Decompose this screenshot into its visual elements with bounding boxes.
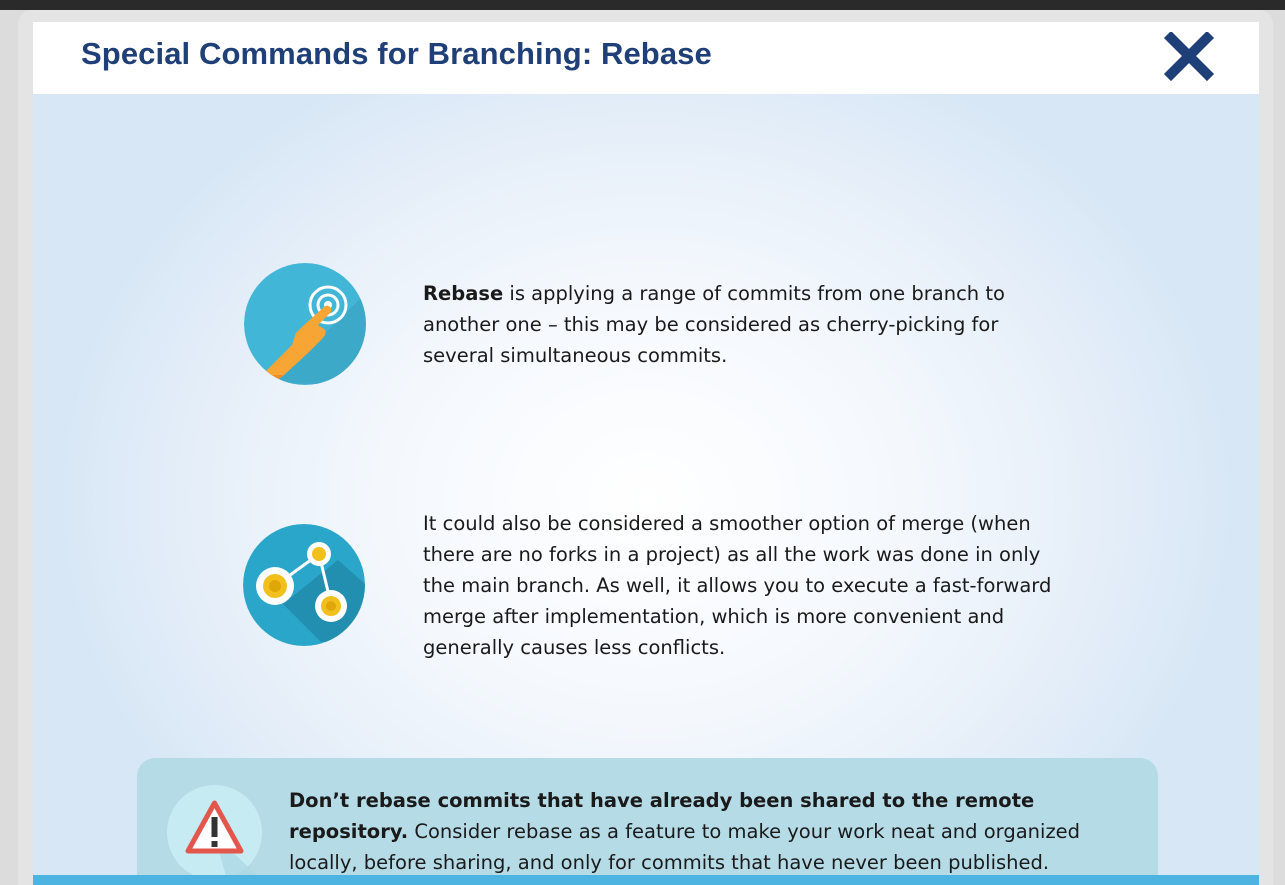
touch-gesture-icon [244, 263, 366, 385]
close-icon [1163, 30, 1215, 82]
rebase-definition-body: is applying a range of commits from one … [423, 282, 1005, 367]
rebase-term: Rebase [423, 282, 504, 305]
rebase-dialog: Special Commands for Branching: Rebase R… [33, 22, 1259, 885]
branch-graph-icon [243, 524, 365, 646]
close-button[interactable] [1163, 30, 1215, 82]
rebase-definition-text: Rebase is applying a range of commits fr… [423, 278, 1063, 371]
warning-body-text: Consider rebase as a feature to make you… [289, 820, 1081, 874]
dialog-header: Special Commands for Branching: Rebase [33, 22, 1259, 94]
dialog-title: Special Commands for Branching: Rebase [81, 36, 712, 71]
window-top-strip [0, 0, 1285, 10]
bottom-accent-bar [33, 875, 1259, 885]
warning-callout: Don’t rebase commits that have already b… [137, 758, 1158, 885]
warning-text: Don’t rebase commits that have already b… [289, 785, 1139, 878]
dialog-content: Rebase is applying a range of commits fr… [33, 94, 1259, 885]
warning-bold-text: Don’t rebase commits that have already b… [289, 789, 1035, 843]
merge-option-text: It could also be considered a smoother o… [423, 512, 1052, 659]
warning-icon [167, 785, 262, 880]
